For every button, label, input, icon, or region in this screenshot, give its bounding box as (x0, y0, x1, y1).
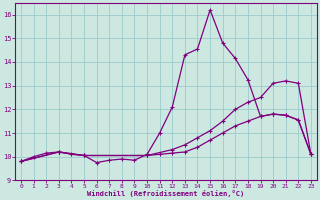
X-axis label: Windchill (Refroidissement éolien,°C): Windchill (Refroidissement éolien,°C) (87, 190, 244, 197)
